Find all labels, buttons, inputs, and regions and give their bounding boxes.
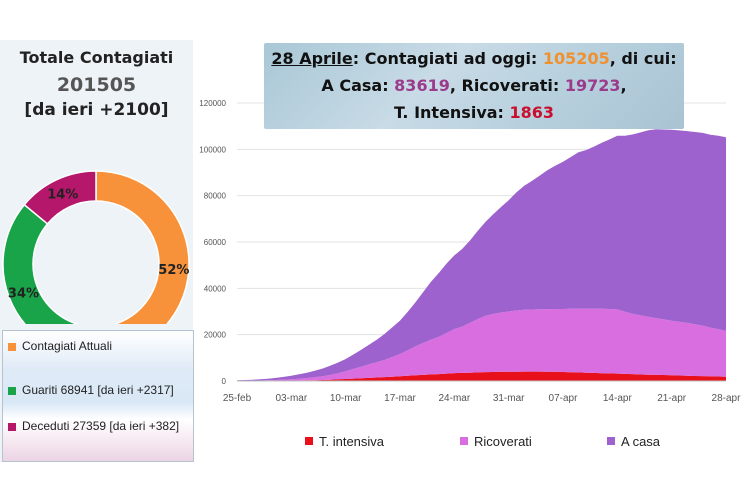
banner-date: 28 Aprile — [271, 49, 353, 68]
legend-label: Contagiati Attuali — [22, 339, 113, 353]
banner-casa-label: A Casa: — [321, 76, 395, 95]
area-series-0 — [237, 371, 726, 381]
donut-slice-label-2: 14% — [47, 187, 78, 202]
banner-line-3: T. Intensiva: 1863 — [264, 103, 684, 122]
x-tick-label: 21-apr — [657, 393, 687, 404]
summary-total: 201505 — [56, 74, 137, 96]
legend-swatch — [607, 437, 615, 445]
banner-comma: , — [620, 76, 627, 95]
banner-ti-value: 1863 — [509, 103, 555, 122]
x-tick-label: 10-mar — [330, 393, 362, 404]
x-tick-label: 31-mar — [493, 393, 525, 404]
x-tick-label: 07-apr — [549, 393, 579, 404]
legend-label: Deceduti 27359 [da ieri +382] — [22, 419, 180, 433]
legend-entry: Ricoverati — [474, 434, 532, 449]
legend-entry: A casa — [621, 434, 661, 449]
area-series-2 — [237, 129, 726, 381]
headline-banner: 28 Aprile: Contagiati ad oggi: 105205, d… — [264, 43, 684, 129]
donut-slice-label-1: 34% — [8, 287, 39, 302]
banner-line-1: 28 Aprile: Contagiati ad oggi: 105205, d… — [264, 49, 684, 68]
summary-delta: [da ieri +2100] — [24, 100, 169, 120]
donut-slice-label-0: 52% — [158, 263, 189, 278]
x-tick-label: 25-feb — [223, 393, 252, 404]
x-tick-label: 17-mar — [384, 393, 416, 404]
banner-l1-suffix: , di cui: — [609, 49, 677, 68]
donut-slice-0 — [95, 170, 190, 324]
legend-swatch — [305, 437, 313, 445]
legend-item-guariti: Guariti 68941 [da ieri +2317] — [8, 383, 174, 397]
donut-legend: Contagiati Attuali Guariti 68941 [da ier… — [2, 330, 194, 462]
y-tick-label: 100000 — [199, 145, 226, 154]
legend-label: Guariti 68941 [da ieri +2317] — [22, 383, 174, 397]
x-tick-label: 24-mar — [438, 393, 470, 404]
banner-casa-value: 83619 — [394, 76, 450, 95]
x-tick-label: 03-mar — [275, 393, 307, 404]
legend-item-deceduti: Deceduti 27359 [da ieri +382] — [8, 419, 179, 433]
legend-swatch — [8, 422, 16, 431]
legend-swatch — [8, 386, 16, 395]
y-tick-label: 20000 — [204, 331, 227, 340]
legend-entry: T. intensiva — [319, 434, 385, 449]
legend-swatch — [8, 342, 16, 351]
y-tick-label: 0 — [222, 377, 227, 386]
y-tick-label: 60000 — [204, 238, 227, 247]
banner-ric-value: 19723 — [564, 76, 621, 95]
donut-chart: 52% 34% 14% — [2, 170, 190, 324]
y-tick-label: 80000 — [204, 192, 227, 201]
legend-swatch — [460, 437, 468, 445]
summary-panel: Totale Contagiati 201505 [da ieri +2100]… — [0, 40, 194, 462]
banner-ric-label: , Ricoverati: — [449, 76, 565, 95]
donut-slice-2 — [23, 170, 97, 225]
y-tick-label: 40000 — [204, 284, 227, 293]
y-tick-label: 120000 — [199, 99, 226, 108]
banner-line-2: A Casa: 83619, Ricoverati: 19723, — [264, 76, 684, 95]
x-tick-label: 14-apr — [603, 393, 633, 404]
banner-total-value: 105205 — [542, 49, 610, 68]
banner-ti-label: T. Intensiva: — [393, 103, 510, 122]
x-tick-label: 28-apr — [712, 393, 742, 404]
banner-l1-label: : Contagiati ad oggi: — [352, 49, 543, 68]
area-series-1 — [237, 308, 726, 381]
legend-item-contagiati: Contagiati Attuali — [8, 339, 112, 353]
summary-title: Totale Contagiati — [19, 48, 174, 67]
